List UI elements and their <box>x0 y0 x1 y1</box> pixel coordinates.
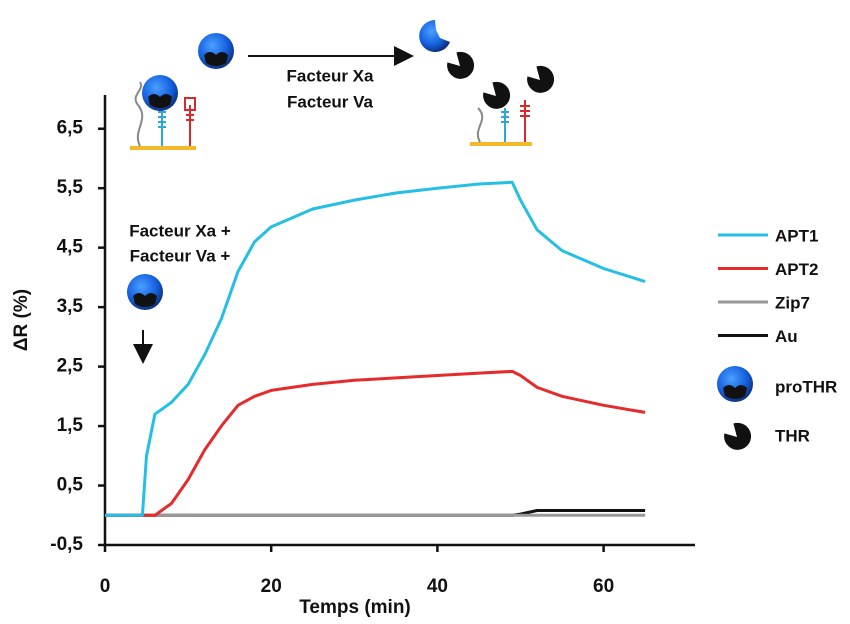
y-tick-label: 6,5 <box>57 118 84 139</box>
x-tick-label: 20 <box>261 576 282 597</box>
y-tick-label: 3,5 <box>57 296 84 317</box>
schematic <box>127 20 753 451</box>
annotation: Facteur Xa + <box>129 221 231 240</box>
legend-label: APT1 <box>775 226 818 245</box>
legend-label: proTHR <box>775 377 837 396</box>
y-tick-label: -0,5 <box>50 534 83 555</box>
annotation: Facteur Va <box>287 92 374 111</box>
legend-label: Au <box>775 327 798 346</box>
y-tick-label: 4,5 <box>57 237 84 258</box>
y-axis-title: ΔR (%) <box>11 289 32 351</box>
annotation: Facteur Xa <box>287 66 374 85</box>
y-tick-label: 2,5 <box>57 356 84 377</box>
x-tick-label: 0 <box>100 576 111 597</box>
legend-label: Zip7 <box>775 293 810 312</box>
x-axis-title: Temps (min) <box>299 597 411 618</box>
y-tick-label: 0,5 <box>57 475 84 496</box>
data-line <box>105 369 646 517</box>
legend-label: THR <box>775 426 810 445</box>
x-tick-label: 60 <box>593 576 614 597</box>
data-line <box>105 180 646 517</box>
y-tick-label: 1,5 <box>57 415 84 436</box>
legend-label: APT2 <box>775 260 818 279</box>
y-tick-label: 5,5 <box>57 177 84 198</box>
x-tick-label: 40 <box>427 576 448 597</box>
annotation: Facteur Va + <box>130 246 231 265</box>
